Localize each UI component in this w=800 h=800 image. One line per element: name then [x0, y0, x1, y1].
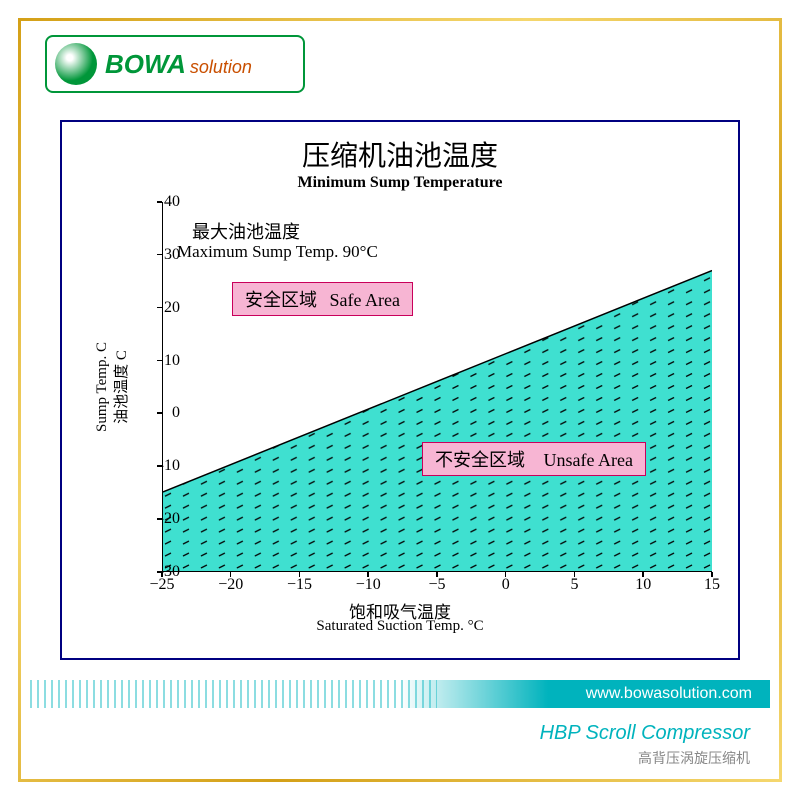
y-tick-label: 40 — [164, 193, 180, 211]
y-tick-mark — [157, 412, 162, 414]
unsafe-area-cn: 不安全区域 — [435, 450, 525, 470]
y-tick-label: 0 — [172, 404, 180, 422]
max-temp-label-cn: 最大油池温度 — [192, 218, 300, 244]
x-tick-mark — [161, 572, 163, 577]
x-tick-mark — [642, 572, 644, 577]
url-bar-stripes — [30, 680, 437, 708]
website-url: www.bowasolution.com — [586, 685, 752, 702]
x-tick-label: −15 — [287, 576, 312, 594]
product-name-cn: 高背压涡旋压缩机 — [638, 748, 750, 768]
x-axis-label-en: Saturated Suction Temp. °C — [62, 618, 738, 635]
brand-logo: BOWA solution — [45, 35, 305, 93]
y-tick-mark — [157, 518, 162, 520]
y-axis-label-en: Sump Temp. C — [94, 342, 111, 432]
x-tick-mark — [367, 572, 369, 577]
x-tick-label: −20 — [218, 576, 243, 594]
unsafe-area-box: 不安全区域 Unsafe Area — [422, 442, 646, 476]
x-tick-label: 10 — [635, 576, 651, 594]
logo-suffix-text: solution — [190, 57, 252, 78]
safe-area-cn: 安全区域 — [245, 290, 317, 310]
product-name-en: HBP Scroll Compressor — [540, 722, 750, 745]
chart-title-en: Minimum Sump Temperature — [62, 174, 738, 192]
x-tick-mark — [574, 572, 576, 577]
chart-container: 压缩机油池温度 Minimum Sump Temperature — [60, 120, 740, 660]
x-tick-mark — [505, 572, 507, 577]
x-tick-label: −5 — [428, 576, 445, 594]
x-tick-mark — [436, 572, 438, 577]
globe-icon — [55, 43, 97, 85]
y-tick-label: 30 — [164, 246, 180, 264]
x-tick-mark — [230, 572, 232, 577]
y-tick-label: 20 — [164, 299, 180, 317]
safe-area-en: Safe Area — [330, 290, 400, 310]
y-tick-mark — [157, 254, 162, 256]
y-tick-mark — [157, 201, 162, 203]
x-tick-label: 15 — [704, 576, 720, 594]
x-tick-label: 5 — [571, 576, 579, 594]
logo-brand-text: BOWA — [105, 49, 186, 80]
y-tick-mark — [157, 360, 162, 362]
y-axis-label-cn: 油池温度 C — [110, 350, 131, 424]
safe-area-box: 安全区域 Safe Area — [232, 282, 413, 316]
max-temp-label-en: Maximum Sump Temp. 90°C — [177, 242, 378, 262]
unsafe-area-en: Unsafe Area — [544, 450, 633, 470]
x-tick-label: 0 — [502, 576, 510, 594]
y-tick-label: 10 — [164, 352, 180, 370]
y-tick-mark — [157, 465, 162, 467]
x-tick-mark — [299, 572, 301, 577]
url-bar: www.bowasolution.com — [30, 680, 770, 708]
y-tick-mark — [157, 307, 162, 309]
chart-title-cn: 压缩机油池温度 — [62, 134, 738, 174]
x-tick-label: −10 — [356, 576, 381, 594]
x-tick-label: −25 — [149, 576, 174, 594]
x-tick-mark — [711, 572, 713, 577]
